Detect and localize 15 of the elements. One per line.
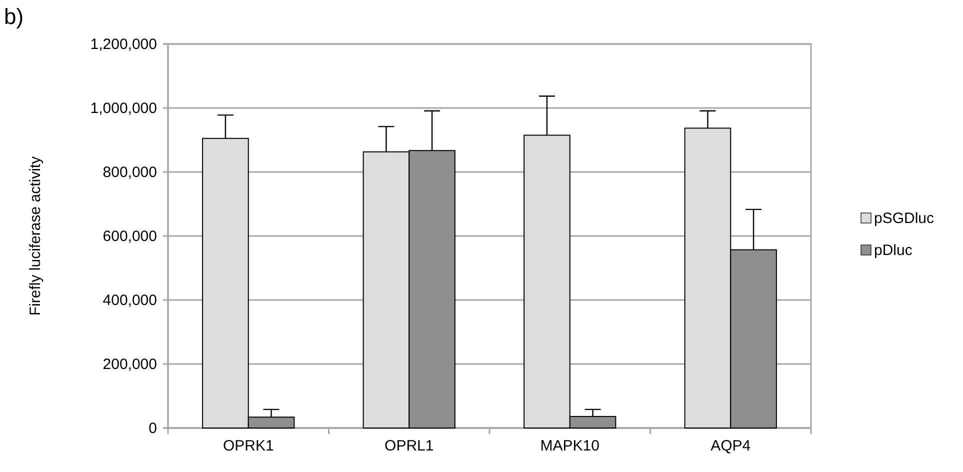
legend-label: pSGDluc bbox=[874, 210, 935, 227]
x-tick-label: OPRK1 bbox=[222, 438, 274, 455]
y-tick-label: 1,000,000 bbox=[90, 100, 157, 117]
y-tick-label: 0 bbox=[148, 420, 157, 437]
legend-label: pDluc bbox=[874, 242, 913, 259]
y-tick-label: 200,000 bbox=[102, 356, 157, 373]
y-tick-label: 400,000 bbox=[102, 292, 157, 309]
y-tick-label: 800,000 bbox=[102, 164, 157, 181]
x-tick-label: AQP4 bbox=[710, 438, 751, 455]
x-tick-label: OPRL1 bbox=[384, 438, 434, 455]
y-tick-label: 600,000 bbox=[102, 228, 157, 245]
x-tick-label: MAPK10 bbox=[540, 438, 600, 455]
y-tick-label: 1,200,000 bbox=[90, 36, 157, 53]
text: b) bbox=[4, 4, 24, 29]
y-axis-title: Firefly luciferase activity bbox=[27, 156, 44, 316]
